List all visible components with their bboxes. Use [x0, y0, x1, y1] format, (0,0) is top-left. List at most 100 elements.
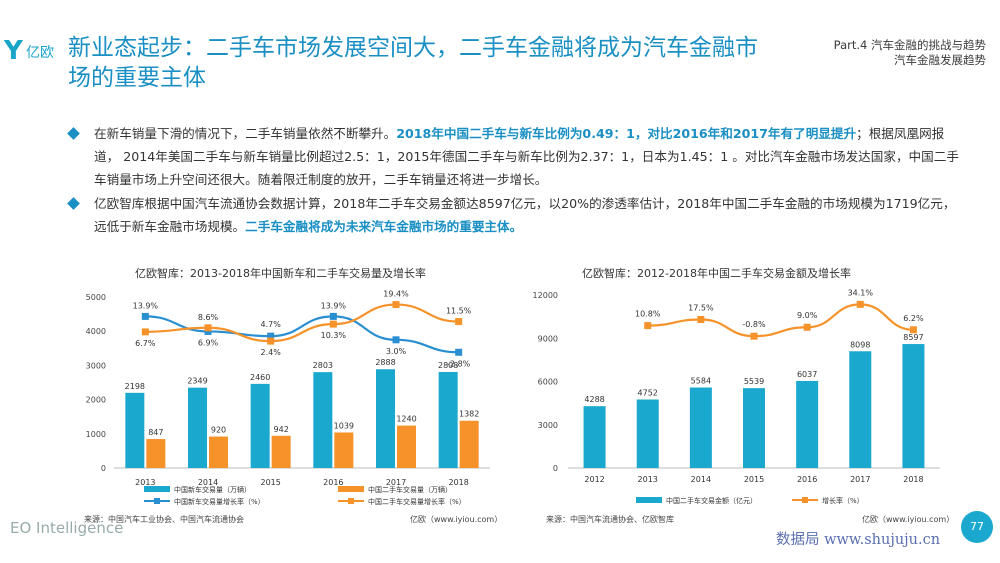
chart1-line-label: 11.5% [446, 307, 472, 316]
chart1-bar-new [250, 383, 270, 468]
chart2-bar-label: 4752 [638, 388, 658, 397]
chart1-bar-new [313, 372, 333, 468]
bullet-list: 在新车销量下滑的情况下，二手车销量依然不断攀升。2018年中国二手车与新车比例为… [67, 122, 968, 239]
chart2-legend-label: 中国二手车交易金额（亿元） [666, 496, 757, 505]
bullet-1-highlight: 2018年中国二手车与新车比例为0.49：1，对比2016年和2017年有了明显… [396, 126, 857, 141]
chart1-line-label: 13.9% [133, 301, 159, 310]
logo: Y 亿欧 [4, 36, 60, 66]
logo-text: 亿欧 [26, 45, 54, 61]
chart2-line-point [909, 326, 917, 334]
chart1-line-point [392, 336, 400, 344]
chart1-bar-new [125, 392, 145, 468]
chart2-bar [796, 380, 819, 468]
chart2-line-point [697, 316, 705, 323]
chart2-y-tick: 9000 [538, 334, 558, 343]
chart2-line-label: 34.1% [848, 288, 874, 297]
chart1-bar-used [334, 432, 354, 468]
chart1-bar-new [188, 387, 207, 468]
chart1-bar-used [397, 425, 416, 468]
chart1-line-label: 4.7% [261, 320, 282, 329]
chart1-bar-label: 1382 [459, 410, 479, 419]
chart1-bar-label: 2349 [187, 377, 207, 386]
chart1-legend-marker [348, 498, 354, 504]
chart2-y-tick: 12000 [533, 291, 558, 300]
chart2-x-tick: 2014 [691, 475, 711, 484]
chart1-bar-label: 942 [274, 425, 289, 434]
chart1-bar-used [459, 420, 479, 468]
chart1-bar-label: 2808 [438, 361, 458, 370]
chart1-bar-used [146, 439, 166, 468]
chart1-x-tick: 2016 [323, 478, 343, 487]
section-label-line1: Part.4 汽车金融的挑战与趋势 [833, 38, 986, 52]
chart2-title: 亿欧智库：2012-2018年中国二手车交易金额及增长率 [582, 267, 851, 280]
chart2-bar [689, 387, 712, 468]
chart1-credit: 亿欧（www.iyiou.com） [410, 515, 503, 524]
diamond-bullet-icon [67, 197, 80, 210]
chart2-bar [743, 388, 765, 468]
chart1-bar-label: 1039 [334, 421, 354, 430]
chart1-bar-new [438, 371, 458, 468]
chart2-bar-label: 8597 [903, 333, 923, 342]
chart1-legend-swatch [144, 486, 170, 492]
chart2-line-label: 9.0% [797, 311, 818, 320]
section-label-line2: 汽车金融发展趋势 [894, 53, 986, 67]
chart2-y-tick: 3000 [538, 421, 558, 430]
chart1-bar-label: 2803 [313, 361, 333, 370]
chart1-bar-label: 2198 [125, 382, 145, 391]
chart2-y-tick: 0 [553, 464, 558, 473]
chart1-x-tick: 2015 [260, 478, 280, 487]
chart1-line-label: 6.7% [135, 339, 156, 348]
chart2-bar-label: 5584 [691, 376, 711, 385]
chart2-legend-swatch [636, 497, 662, 503]
chart1-line-point [455, 348, 463, 356]
chart1-legend-swatch [338, 486, 364, 492]
bullet-1-text-a: 在新车销量下滑的情况下，二手车销量依然不断攀升。 [94, 126, 397, 141]
chart2-source: 来源：中国汽车流通协会、亿欧智库 [546, 515, 674, 524]
watermark: 数据局 www.shujuju.cn [776, 532, 941, 548]
page-title: 新业态起步：二手车市场发展空间大，二手车金融将成为汽车金融市场的重要主体 [68, 35, 758, 91]
chart1-line-new-growth [145, 315, 459, 354]
chart2-x-tick: 2018 [903, 475, 923, 484]
chart1-line-point [267, 332, 275, 340]
chart1-line-point [141, 328, 149, 336]
chart1-bar-label: 1240 [396, 415, 416, 424]
chart2-bar-label: 8098 [850, 340, 870, 349]
chart1-x-tick: 2013 [135, 478, 155, 487]
chart2-bar-label: 5539 [744, 377, 764, 386]
chart2-y-tick: 6000 [538, 378, 558, 387]
chart1-line-point [204, 327, 212, 335]
chart1-line-label: 8.6% [198, 313, 219, 322]
chart1-line-label: 10.3% [321, 331, 347, 340]
chart1-line-point [141, 312, 149, 320]
chart1-legend-label: 中国新车交易量增长率（%） [174, 497, 265, 506]
chart1-legend-label: 中国二手车交易量（万辆） [368, 485, 452, 494]
chart1-line-point [204, 324, 212, 332]
chart1-x-tick: 2014 [198, 478, 218, 487]
section-label: Part.4 汽车金融的挑战与趋势 汽车金融发展趋势 [834, 38, 986, 68]
chart2-x-tick: 2015 [744, 475, 764, 484]
chart2-x-tick: 2016 [797, 475, 817, 484]
chart1-bar-label: 2888 [375, 358, 395, 367]
chart1-svg: 0 1000 2000 3000 4000 5000 2013 2014 2015 2016 201… [86, 290, 490, 506]
bullet-2: 亿欧智库根据中国汽车流通协会数据计算，2018年二手车交易金额达8597亿元，以… [67, 192, 968, 238]
page-number: 77 [961, 511, 993, 543]
chart1-line-point [267, 337, 275, 345]
chart2-line-label: 17.5% [688, 304, 714, 313]
chart1-line-label: -2.8% [447, 359, 471, 368]
chart1-y-tick: 0 [101, 464, 106, 473]
chart1-line-label: 2.4% [261, 348, 282, 357]
chart2-x-tick: 2012 [584, 475, 604, 484]
chart2-svg: 0 3000 6000 9000 12000 2012 2013 2014 2015 2016 20… [533, 288, 940, 505]
chart2-line-point [856, 300, 864, 308]
chart2-credit: 亿欧（www.iyiou.com） [862, 515, 955, 524]
bullet-2-highlight: 二手车金融将成为未来汽车金融市场的重要主体。 [245, 219, 523, 234]
eo-intelligence-label: EO Intelligence [10, 519, 124, 537]
chart1-line-label: 13.9% [321, 301, 347, 310]
logo-mark-icon: Y [4, 36, 23, 66]
chart1-line-label: 3.0% [386, 347, 407, 356]
chart2-line-label: 10.8% [635, 310, 661, 319]
chart1-legend-marker [154, 498, 160, 504]
chart2-bar-label: 4288 [584, 395, 604, 404]
chart1-x-tick: 2018 [448, 478, 468, 487]
chart1-y-tick: 3000 [86, 361, 106, 370]
